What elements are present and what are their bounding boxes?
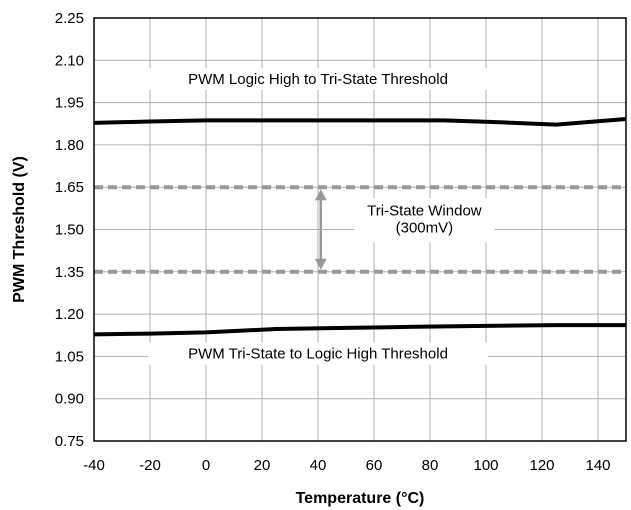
lower-label: PWM Tri-State to Logic High Threshold	[188, 346, 448, 363]
annotation-background	[148, 342, 488, 365]
y-tick-label: 2.25	[55, 10, 84, 27]
window-label-2: (300mV)	[396, 219, 454, 236]
tri-state-window-arrow	[314, 189, 327, 270]
window-label-1: Tri-State Window	[367, 202, 482, 219]
series-line-1	[93, 117, 627, 127]
y-tick-label: 0.90	[55, 391, 84, 408]
x-axis-label: Temperature (°C)	[296, 490, 425, 507]
annotation-background	[148, 67, 488, 90]
y-axis-ticks: 0.75 0.90 1.05 1.20 1.35 1.50 1.65 1.80 1.95 2.10…	[55, 10, 84, 450]
plot-frame	[93, 17, 627, 442]
x-axis-ticks: -40 -20 0 20 40 60 80 100 120 140	[83, 457, 610, 474]
upper-label: PWM Logic High to Tri-State Threshold	[188, 71, 448, 88]
arrow-head-down	[314, 258, 327, 270]
arrow-head-up	[314, 189, 327, 201]
y-axis-label: PWM Threshold (V)	[11, 156, 28, 303]
y-tick-label: 1.95	[55, 95, 84, 112]
y-tick-label: 1.65	[55, 179, 84, 196]
x-tick-label: 140	[585, 457, 610, 474]
x-tick-label: 0	[202, 457, 210, 474]
series-line-2	[93, 323, 626, 337]
y-tick-label: 2.10	[55, 52, 84, 69]
y-tick-label: 1.50	[55, 222, 84, 239]
x-tick-label: -40	[83, 457, 105, 474]
x-tick-label: 20	[254, 457, 271, 474]
x-tick-label: 60	[366, 457, 383, 474]
x-tick-label: -20	[139, 457, 161, 474]
x-tick-label: 100	[473, 457, 498, 474]
y-tick-label: 0.75	[55, 433, 84, 450]
x-tick-label: 80	[422, 457, 439, 474]
series	[93, 117, 627, 337]
x-tick-label: 120	[529, 457, 554, 474]
annotation-background	[354, 198, 495, 243]
annotations: PWM Logic High to Tri-State Threshold PWM…	[148, 67, 495, 365]
y-tick-label: 1.35	[55, 264, 84, 281]
x-tick-label: 40	[310, 457, 327, 474]
y-tick-label: 1.80	[55, 137, 84, 154]
reference-lines	[94, 185, 626, 274]
y-tick-label: 1.05	[55, 348, 84, 365]
y-tick-label: 1.20	[55, 306, 84, 323]
